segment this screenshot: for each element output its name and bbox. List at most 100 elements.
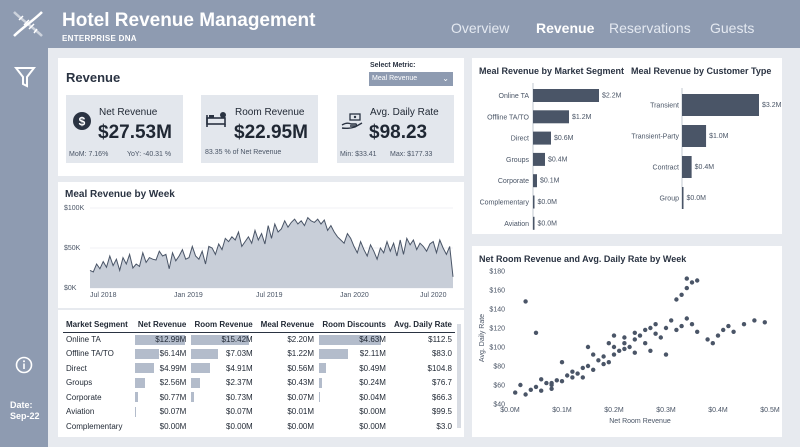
scatter-point[interactable] (513, 390, 518, 395)
scatter-point[interactable] (653, 331, 658, 336)
date-filter[interactable]: Date: Sep-22 (10, 400, 40, 422)
col-header-adr[interactable]: Avg. Daily Rate (388, 318, 455, 333)
scatter-point[interactable] (622, 346, 627, 352)
col-header-discounts[interactable]: Room Discounts (317, 318, 389, 333)
scatter-point[interactable] (533, 330, 539, 335)
scatter-point[interactable] (721, 327, 726, 333)
scatter-point[interactable] (539, 377, 544, 382)
scatter-point[interactable] (580, 375, 585, 380)
scatter-point[interactable] (622, 341, 627, 346)
scatter-point[interactable] (643, 341, 648, 346)
scatter-point[interactable] (570, 375, 575, 380)
bar[interactable] (533, 216, 535, 230)
scatter-point[interactable] (575, 371, 580, 376)
scatter-point[interactable] (663, 352, 669, 357)
scatter-point[interactable] (637, 333, 643, 338)
scatter-point[interactable] (523, 299, 528, 304)
info-icon[interactable] (15, 356, 33, 379)
bar[interactable] (533, 131, 551, 145)
scatter-point[interactable] (674, 327, 679, 333)
table-row[interactable]: Groups $2.56M $2.37M $0.43M $0.24M $76.7 (63, 376, 455, 391)
table-row[interactable]: Offline TA/TO $6.14M $7.03M $1.22M $2.11M $83… (63, 347, 455, 362)
scatter-point[interactable] (585, 363, 591, 369)
bar[interactable] (533, 174, 537, 188)
scatter-point[interactable] (559, 360, 565, 365)
scatter-point[interactable] (601, 361, 606, 367)
scatter-point[interactable] (523, 392, 528, 397)
scatter-point[interactable] (611, 333, 617, 338)
scatter-point[interactable] (559, 379, 565, 384)
scatter-point[interactable] (632, 350, 637, 355)
table-row[interactable]: Aviation $0.07M $0.07M $0.01M $0.00M $99.5 (63, 405, 455, 420)
metric-dropdown[interactable]: Meal Revenue ⌄ (369, 72, 453, 86)
col-header-net[interactable]: Net Revenue (133, 318, 190, 333)
tab-overview[interactable]: Overview (451, 20, 510, 36)
bar[interactable] (533, 152, 545, 166)
bar[interactable] (533, 195, 535, 209)
scatter-point[interactable] (684, 285, 689, 291)
scatter-point[interactable] (715, 333, 721, 338)
scatter-point[interactable] (580, 365, 585, 371)
scatter-point[interactable] (648, 325, 653, 331)
tab-guests[interactable]: Guests (710, 20, 755, 36)
scatter-point[interactable] (570, 369, 575, 374)
table-row[interactable]: Corporate $0.77M $0.73M $0.07M $0.04M $66.3 (63, 390, 455, 405)
scatter-point[interactable] (705, 337, 710, 342)
scatter-point[interactable] (684, 276, 689, 281)
col-header-room[interactable]: Room Revenue (189, 318, 256, 333)
scatter-point[interactable] (622, 335, 627, 340)
scatter-point[interactable] (695, 329, 700, 334)
scatter-point[interactable] (653, 322, 658, 327)
col-header-segment[interactable]: Market Segment (63, 318, 134, 333)
scatter-point[interactable] (689, 322, 695, 327)
bar[interactable] (533, 110, 569, 124)
table-row[interactable]: Complementary $0.00M $0.00M $0.00M $0.00M $3.… (63, 419, 455, 434)
tab-revenue[interactable]: Revenue (536, 20, 595, 36)
table-scrollbar[interactable] (457, 324, 461, 428)
scatter-point[interactable] (549, 386, 554, 391)
scatter-point[interactable] (632, 337, 637, 342)
scatter-point[interactable] (533, 384, 539, 390)
scatter-point[interactable] (632, 330, 637, 335)
scatter-point[interactable] (684, 316, 689, 321)
scatter-point[interactable] (669, 318, 674, 323)
col-header-meal[interactable]: Meal Revenue (255, 318, 318, 333)
scatter-point[interactable] (518, 382, 523, 388)
scatter-point[interactable] (617, 348, 622, 353)
bar[interactable] (533, 89, 599, 102)
scatter-point[interactable] (643, 327, 648, 333)
scatter-point[interactable] (762, 320, 767, 325)
scatter-point[interactable] (591, 352, 596, 357)
scatter-point[interactable] (752, 318, 757, 323)
scatter-point[interactable] (695, 278, 700, 283)
table-row[interactable]: Online TA $12.99M $15.42M $2.20M $4.63M $112.… (63, 332, 455, 347)
scatter-point[interactable] (611, 352, 617, 357)
scatter-point[interactable] (596, 358, 601, 363)
scatter-point[interactable] (591, 367, 596, 372)
scatter-point[interactable] (606, 360, 611, 365)
scatter-point[interactable] (658, 335, 663, 340)
scatter-point[interactable] (549, 380, 554, 386)
scatter-point[interactable] (627, 344, 632, 350)
scatter-point[interactable] (679, 323, 684, 329)
scatter-point[interactable] (606, 341, 611, 346)
scatter-point[interactable] (663, 325, 669, 331)
bar[interactable] (682, 94, 759, 116)
scatter-point[interactable] (731, 329, 736, 334)
scatter-point[interactable] (554, 378, 559, 383)
scatter-point[interactable] (539, 388, 544, 393)
scatter-point[interactable] (674, 297, 679, 302)
bar[interactable] (682, 125, 707, 147)
scatter-point[interactable] (679, 292, 684, 297)
scatter-point[interactable] (741, 322, 747, 327)
scatter-point[interactable] (648, 348, 653, 353)
table-row[interactable]: Direct $4.99M $4.91M $0.56M $0.49M $104.8 (63, 361, 455, 376)
scatter-point[interactable] (585, 344, 591, 350)
tab-reservations[interactable]: Reservations (609, 20, 691, 36)
scatter-point[interactable] (565, 373, 570, 378)
bar[interactable] (682, 156, 692, 178)
scatter-point[interactable] (689, 280, 695, 285)
bar[interactable] (682, 187, 684, 209)
scatter-point[interactable] (528, 387, 533, 392)
scatter-point[interactable] (601, 354, 606, 359)
